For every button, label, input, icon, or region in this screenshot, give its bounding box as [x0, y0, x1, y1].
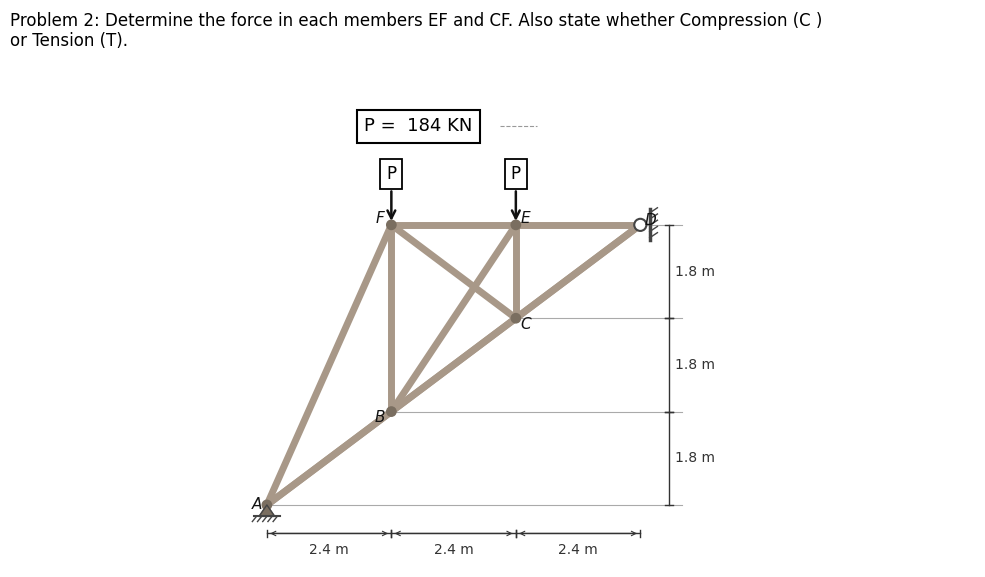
Text: F: F — [375, 211, 384, 226]
Text: Problem 2: Determine the force in each members EF and CF. Also state whether Com: Problem 2: Determine the force in each m… — [10, 12, 822, 50]
Text: 2.4 m: 2.4 m — [309, 543, 349, 557]
Text: P: P — [386, 165, 396, 183]
Text: A: A — [251, 497, 262, 512]
Circle shape — [635, 220, 645, 230]
Text: C: C — [520, 317, 531, 332]
Circle shape — [511, 313, 520, 323]
Text: 1.8 m: 1.8 m — [675, 451, 715, 465]
Text: D: D — [645, 213, 657, 228]
Circle shape — [387, 407, 396, 416]
Circle shape — [262, 500, 272, 509]
Text: P: P — [511, 165, 521, 183]
Text: B: B — [374, 410, 385, 425]
Text: 2.4 m: 2.4 m — [433, 543, 474, 557]
Text: P =  184 KN: P = 184 KN — [364, 117, 473, 136]
Circle shape — [634, 219, 646, 231]
Circle shape — [511, 220, 520, 230]
Circle shape — [387, 220, 396, 230]
Text: 2.4 m: 2.4 m — [558, 543, 598, 557]
Text: E: E — [520, 211, 530, 226]
Text: 1.8 m: 1.8 m — [675, 358, 715, 372]
Polygon shape — [259, 505, 275, 516]
Text: 1.8 m: 1.8 m — [675, 264, 715, 279]
